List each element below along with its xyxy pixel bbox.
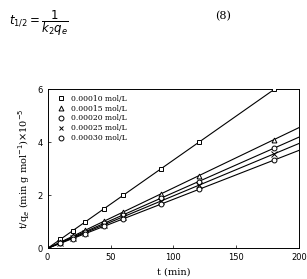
X-axis label: t (min): t (min) — [157, 268, 190, 277]
Legend: 0.00010 mol/L, 0.00015 mol/L, 0.00020 mol/L, 0.00025 mol/L, 0.00030 mol/L: 0.00010 mol/L, 0.00015 mol/L, 0.00020 mo… — [51, 93, 129, 144]
Y-axis label: t/q$_e$ (min g mol$^{-1}$)$\times$10$^{-5}$: t/q$_e$ (min g mol$^{-1}$)$\times$10$^{-… — [16, 109, 32, 229]
Text: (8): (8) — [215, 11, 231, 21]
Text: $t_{1/2} = \dfrac{1}{k_2 q_e}$: $t_{1/2} = \dfrac{1}{k_2 q_e}$ — [9, 8, 69, 38]
